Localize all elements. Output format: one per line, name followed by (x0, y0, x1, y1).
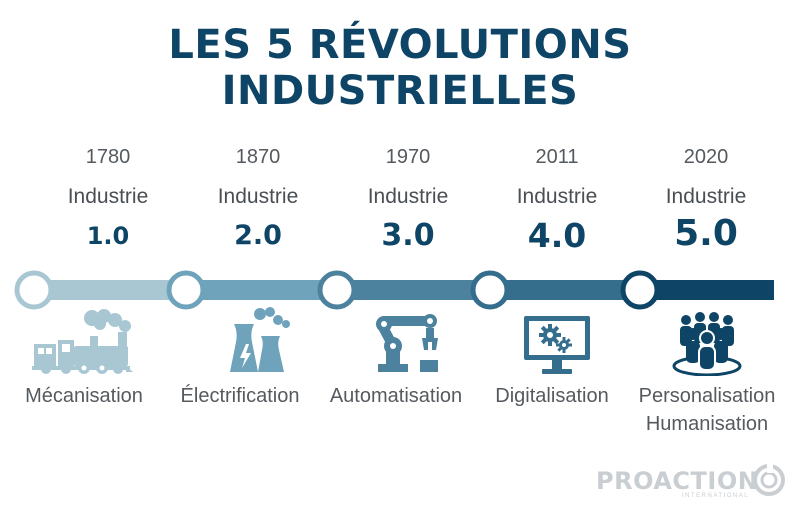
power-plant-icon (230, 307, 290, 372)
steam-locomotive-icon (32, 309, 133, 374)
year-1970: 1970 (385, 146, 431, 168)
label-digitalisation: Digitalisation (495, 385, 609, 407)
industrie-label: Industrie (217, 185, 299, 208)
title-line-1: LES 5 RÉVOLUTIONS (168, 22, 632, 68)
brand-logo-text: PROACTION (596, 467, 759, 495)
label-personalisation: Personalisation Humanisation (622, 382, 792, 438)
timeline-node-1 (14, 270, 54, 310)
year-2011: 2011 (535, 146, 579, 168)
year-1870: 1870 (235, 146, 281, 168)
version-5: 5.0 (674, 213, 738, 254)
people-group-icon (672, 312, 742, 376)
title-line-2: INDUSTRIELLES (221, 68, 579, 114)
timeline-segment-3 (337, 280, 490, 300)
timeline-segment-4 (490, 280, 640, 300)
version-4: 4.0 (527, 216, 587, 255)
label-personalisation-line: Personalisation (638, 385, 776, 407)
timeline-node-5 (620, 270, 660, 310)
year-1780: 1780 (85, 146, 131, 168)
label-automatisation: Automatisation (329, 385, 463, 407)
label-electrification: Électrification (180, 385, 300, 407)
brand-swirl-icon (753, 463, 785, 496)
version-3: 3.0 (381, 218, 435, 253)
industrie-label: Industrie (67, 185, 149, 208)
timeline-node-3 (317, 270, 357, 310)
industrie-label: Industrie (516, 185, 598, 208)
timeline-segment-5 (640, 280, 774, 300)
label-mecanisation: Mécanisation (25, 385, 143, 407)
version-2: 2.0 (234, 220, 282, 251)
brand-tagline: INTERNATIONAL (682, 493, 750, 499)
timeline-bar (14, 270, 774, 310)
version-1: 1.0 (86, 222, 130, 250)
page-title: LES 5 RÉVOLUTIONS INDUSTRIELLES (0, 22, 800, 114)
industrie-label: Industrie (367, 185, 449, 208)
timeline-segment-2 (186, 280, 337, 300)
timeline-segment-1 (34, 280, 186, 300)
timeline-node-4 (470, 270, 510, 310)
label-humanisation-line: Humanisation (645, 413, 769, 435)
year-2020: 2020 (683, 146, 729, 168)
industrie-label: Industrie (665, 185, 747, 208)
robot-arm-icon (376, 314, 438, 372)
timeline-node-2 (166, 270, 206, 310)
computer-gears-icon (524, 316, 590, 374)
